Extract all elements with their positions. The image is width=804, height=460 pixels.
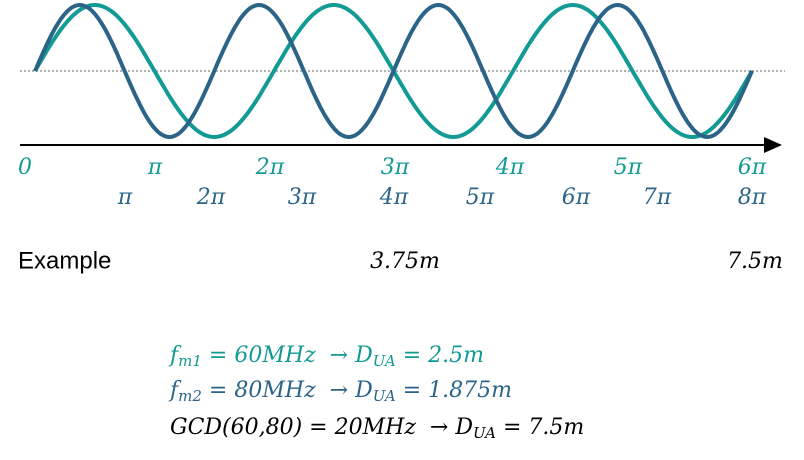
subscript: m1 [178, 352, 202, 370]
subscript: UA [373, 387, 396, 405]
axis-label: 5π [614, 155, 643, 180]
equation: fm1 = 60MHz → DUA = 2.5m [168, 343, 484, 370]
axis-label: 8π [738, 185, 767, 210]
equation-part: = 80MHz → D [202, 378, 373, 403]
axis-label: π [117, 185, 133, 210]
axis-label: 6π [738, 155, 767, 180]
axis-label: 5π [466, 185, 495, 210]
wave [33, 2, 754, 140]
axis-label: 2π [255, 155, 285, 180]
axis-label: 3π [381, 155, 410, 180]
equation-part: = 2.5m [396, 343, 484, 368]
axis-label: 6π [562, 185, 591, 210]
subscript: UA [473, 424, 496, 442]
example-mid: 3.75m [370, 249, 440, 274]
axis-label: 3π [288, 185, 317, 210]
equation: fm2 = 80MHz → DUA = 1.875m [168, 378, 512, 405]
axis-label: 0 [18, 155, 32, 180]
equation-part: = 1.875m [396, 378, 512, 403]
subscript: m2 [178, 387, 202, 405]
example-end: 7.5m [727, 249, 783, 274]
equation: GCD(60,80) = 20MHz → DUA = 7.5m [170, 415, 584, 442]
equation-part: = 7.5m [496, 415, 584, 440]
axis-label: 7π [643, 185, 672, 210]
subscript: UA [373, 352, 396, 370]
example-label: Example [18, 247, 111, 274]
equation-part: GCD(60,80) = 20MHz → D [170, 415, 473, 440]
waves [33, 2, 754, 140]
equation-part: = 60MHz → D [202, 343, 373, 368]
axis-label: 2π [196, 185, 226, 210]
axis-label: 4π [379, 185, 409, 210]
axis-label: 4π [495, 155, 525, 180]
axis-label: π [147, 155, 163, 180]
